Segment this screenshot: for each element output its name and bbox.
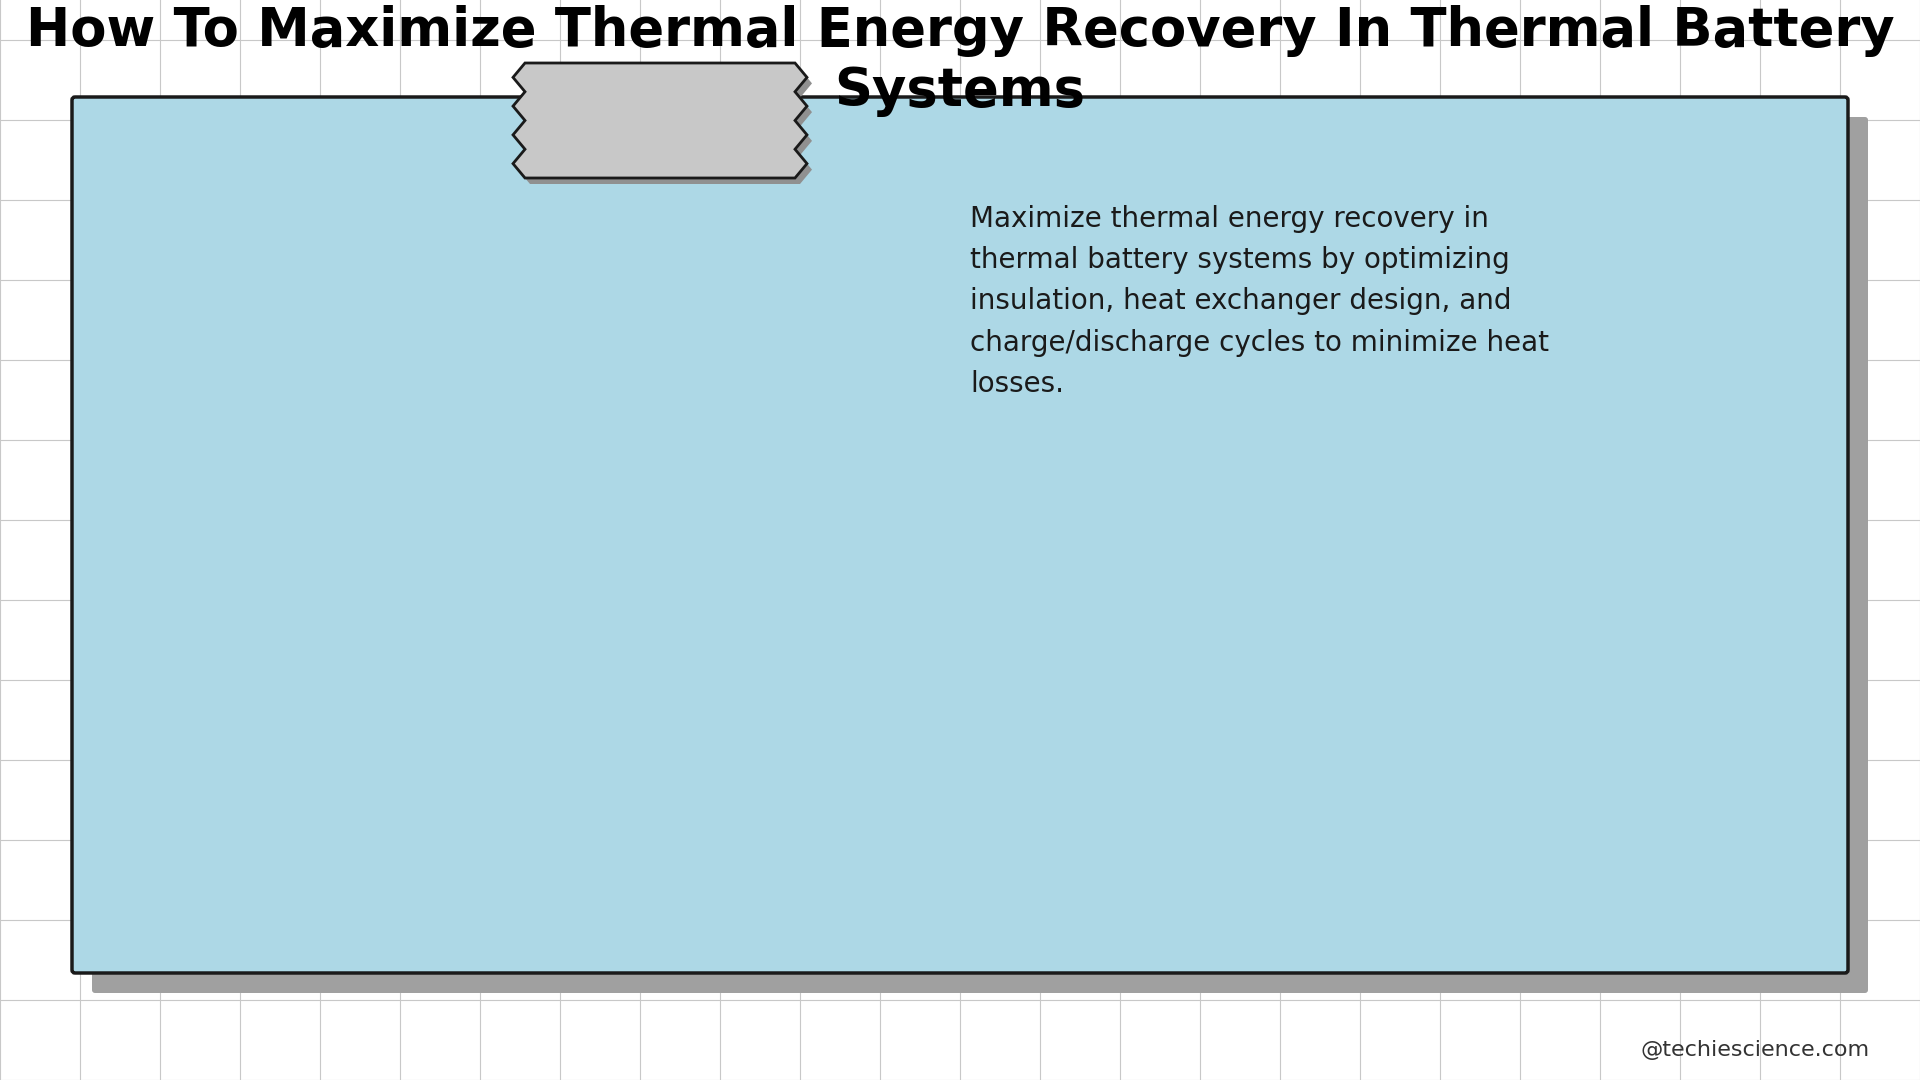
- Text: @techiescience.com: @techiescience.com: [1642, 1040, 1870, 1059]
- FancyBboxPatch shape: [92, 117, 1868, 993]
- Text: Maximize thermal energy recovery in
thermal battery systems by optimizing
insula: Maximize thermal energy recovery in ther…: [970, 205, 1549, 397]
- Polygon shape: [518, 69, 812, 184]
- Text: How To Maximize Thermal Energy Recovery In Thermal Battery
Systems: How To Maximize Thermal Energy Recovery …: [25, 5, 1895, 118]
- Polygon shape: [513, 63, 806, 178]
- FancyBboxPatch shape: [73, 97, 1847, 973]
